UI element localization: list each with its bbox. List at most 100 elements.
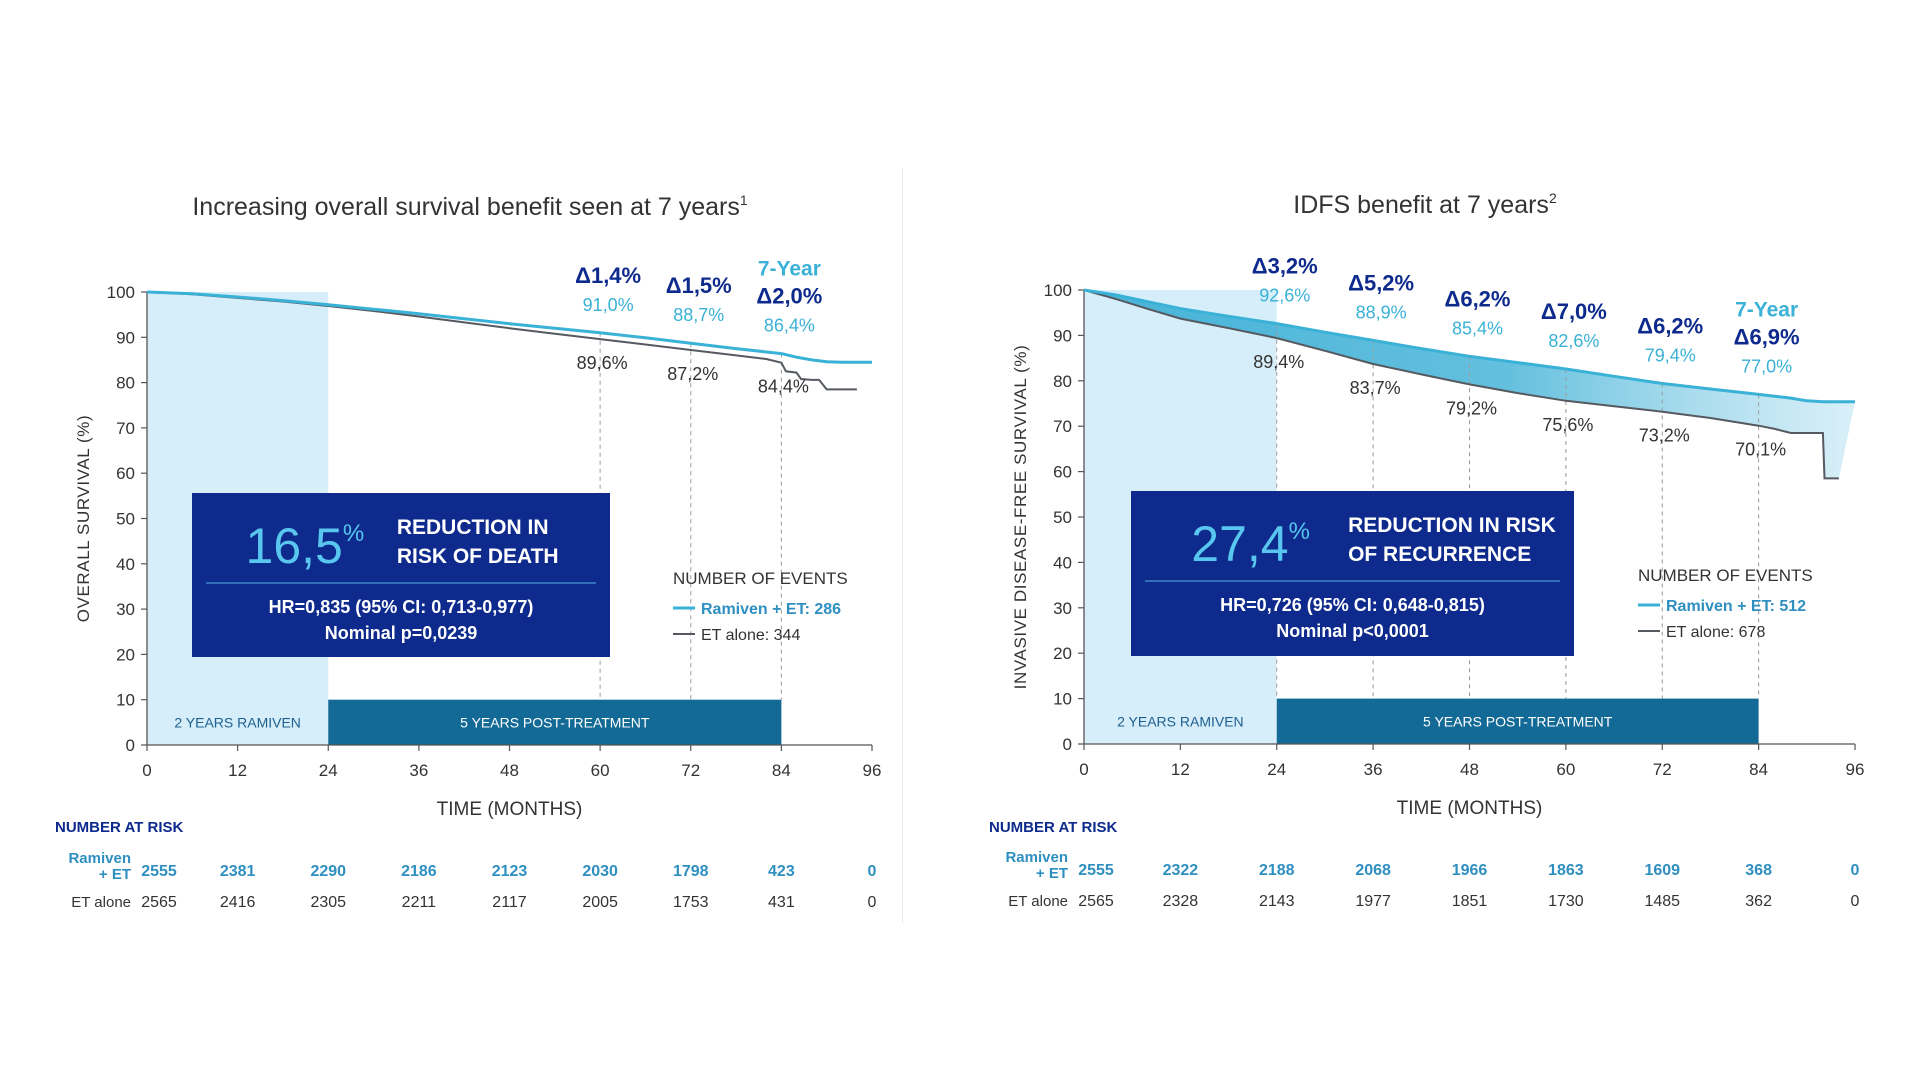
seven-year-label: 7-Year (758, 258, 821, 281)
y-tick-label: 20 (1053, 644, 1072, 663)
ramiven-value-label: 77,0% (1741, 356, 1792, 376)
risk-value-ramiven: 368 (1745, 862, 1772, 879)
et-value-label: 83,7% (1350, 378, 1401, 398)
x-tick-label: 96 (863, 761, 882, 780)
y-tick-label: 100 (1044, 281, 1072, 300)
y-tick-label: 70 (1053, 417, 1072, 436)
x-tick-label: 0 (1079, 760, 1088, 779)
risk-row-label-ramiven: Ramiven (1005, 849, 1068, 866)
risk-row-label-et-alone: ET alone (1008, 893, 1068, 910)
y-tick-label: 80 (116, 374, 135, 393)
delta-label: Δ3,2% (1252, 254, 1318, 279)
risk-row-label-ramiven-et: + ET (99, 866, 131, 883)
risk-value-et-alone: 2565 (1078, 893, 1114, 910)
ramiven-value-label: 88,9% (1356, 302, 1407, 322)
risk-value-ramiven: 0 (1851, 862, 1860, 879)
x-tick-label: 12 (1171, 760, 1190, 779)
delta-label: Δ6,2% (1445, 286, 1511, 311)
risk-value-et-alone: 362 (1745, 893, 1772, 910)
delta-label: Δ6,9% (1734, 324, 1800, 349)
delta-label: Δ2,0% (756, 284, 822, 309)
post-treatment-band-label: 5 YEARS POST-TREATMENT (1423, 713, 1613, 729)
risk-value-et-alone: 1753 (673, 894, 709, 911)
delta-label: Δ1,5% (666, 273, 732, 298)
y-tick-label: 80 (1053, 372, 1072, 391)
legend-entry-et: ET alone: 344 (701, 627, 800, 644)
y-tick-label: 10 (1053, 690, 1072, 709)
series-line-ramiven-et (146, 290, 872, 364)
risk-table: NUMBER AT RISK Ramiven+ ET ET alone 2555 232… (989, 819, 1860, 910)
ramiven-value-label: 79,4% (1645, 346, 1696, 366)
chart-title-superscript: 1 (740, 192, 748, 208)
y-tick-label: 0 (126, 736, 135, 755)
y-tick-label: 50 (116, 510, 135, 529)
y-tick-label: 0 (1063, 735, 1072, 754)
reduction-box-background (192, 493, 610, 657)
chart-title-text: Increasing overall survival benefit seen… (192, 193, 740, 221)
y-axis-label: OVERALL SURVIVAL (%) (74, 415, 93, 623)
x-tick-label: 60 (591, 761, 610, 780)
legend: NUMBER OF EVENTS Ramiven + ET: 512 ET alon… (1638, 566, 1813, 641)
risk-value-ramiven: 2188 (1259, 862, 1295, 879)
reduction-box: 16,5% REDUCTION IN RISK OF DEATH HR=0,835 (… (192, 493, 610, 657)
risk-value-et-alone: 431 (768, 894, 795, 911)
x-tick-label: 0 (142, 761, 151, 780)
x-tick-label: 84 (772, 761, 791, 780)
ramiven-value-label: 85,4% (1452, 318, 1503, 338)
risk-value-et-alone: 1485 (1644, 893, 1680, 910)
risk-value-ramiven: 2290 (310, 863, 346, 880)
chart-panel-2: IDFS benefit at 7 years2 2 YEARS RAMIVEN 5… (989, 190, 1864, 910)
et-value-label: 87,2% (667, 364, 718, 384)
y-tick-label: 60 (1053, 463, 1072, 482)
p-value-text: Nominal p<0,0001 (1276, 621, 1429, 641)
chart-panel-1: Increasing overall survival benefit seen… (55, 192, 881, 911)
y-tick-label: 30 (1053, 599, 1072, 618)
risk-row-label-et-alone: ET alone (71, 894, 131, 911)
risk-value-ramiven: 1798 (673, 863, 709, 880)
legend-title: NUMBER OF EVENTS (673, 569, 848, 588)
chart-title-text: IDFS benefit at 7 years (1293, 191, 1549, 219)
risk-table: NUMBER AT RISK Ramiven+ ET ET alone 2555 238… (55, 819, 877, 911)
legend: NUMBER OF EVENTS Ramiven + ET: 286 ET alon… (673, 569, 848, 644)
et-value-label: 75,6% (1542, 415, 1593, 435)
reduction-text-line2: RISK OF DEATH (397, 545, 559, 568)
x-tick-label: 12 (228, 761, 247, 780)
risk-value-et-alone: 1730 (1548, 893, 1584, 910)
risk-value-et-alone: 1977 (1355, 893, 1391, 910)
y-tick-label: 90 (116, 328, 135, 347)
y-tick-label: 40 (1053, 553, 1072, 572)
y-tick-label: 60 (116, 464, 135, 483)
x-tick-label: 48 (1460, 760, 1479, 779)
ramiven-value-label: 92,6% (1259, 286, 1310, 306)
chart-title: IDFS benefit at 7 years2 (1293, 190, 1557, 219)
risk-row-label-ramiven-et: + ET (1036, 865, 1068, 882)
y-tick-label: 40 (116, 555, 135, 574)
risk-value-et-alone: 0 (1851, 893, 1860, 910)
legend-entry-ramiven: Ramiven + ET: 512 (1666, 598, 1806, 615)
chart-title: Increasing overall survival benefit seen… (192, 192, 748, 221)
risk-value-ramiven: 1966 (1452, 862, 1488, 879)
risk-value-ramiven: 2123 (492, 863, 528, 880)
x-tick-label: 72 (1653, 760, 1672, 779)
risk-value-ramiven: 2555 (141, 863, 177, 880)
risk-value-et-alone: 2211 (402, 894, 437, 911)
reduction-value: 16,5 (246, 518, 343, 574)
legend-title: NUMBER OF EVENTS (1638, 566, 1813, 585)
risk-value-ramiven: 1609 (1644, 862, 1680, 879)
treatment-band-label: 2 YEARS RAMIVEN (174, 714, 301, 730)
series-line-et-alone (1083, 289, 1839, 480)
legend-entry-ramiven: Ramiven + ET: 286 (701, 601, 841, 618)
reduction-box: 27,4% REDUCTION IN RISK OF RECURRENCE HR=0,… (1131, 491, 1574, 656)
risk-table-title: NUMBER AT RISK (989, 819, 1117, 836)
x-tick-label: 36 (409, 761, 428, 780)
treatment-band-label: 2 YEARS RAMIVEN (1117, 713, 1244, 729)
risk-value-ramiven: 2068 (1355, 862, 1391, 879)
x-tick-label: 60 (1556, 760, 1575, 779)
x-tick-label: 24 (319, 761, 338, 780)
y-tick-label: 100 (107, 283, 135, 302)
reduction-box-background (1131, 491, 1574, 656)
risk-value-ramiven: 0 (868, 863, 877, 880)
delta-label: Δ1,4% (575, 263, 641, 288)
risk-value-ramiven: 2030 (582, 863, 618, 880)
